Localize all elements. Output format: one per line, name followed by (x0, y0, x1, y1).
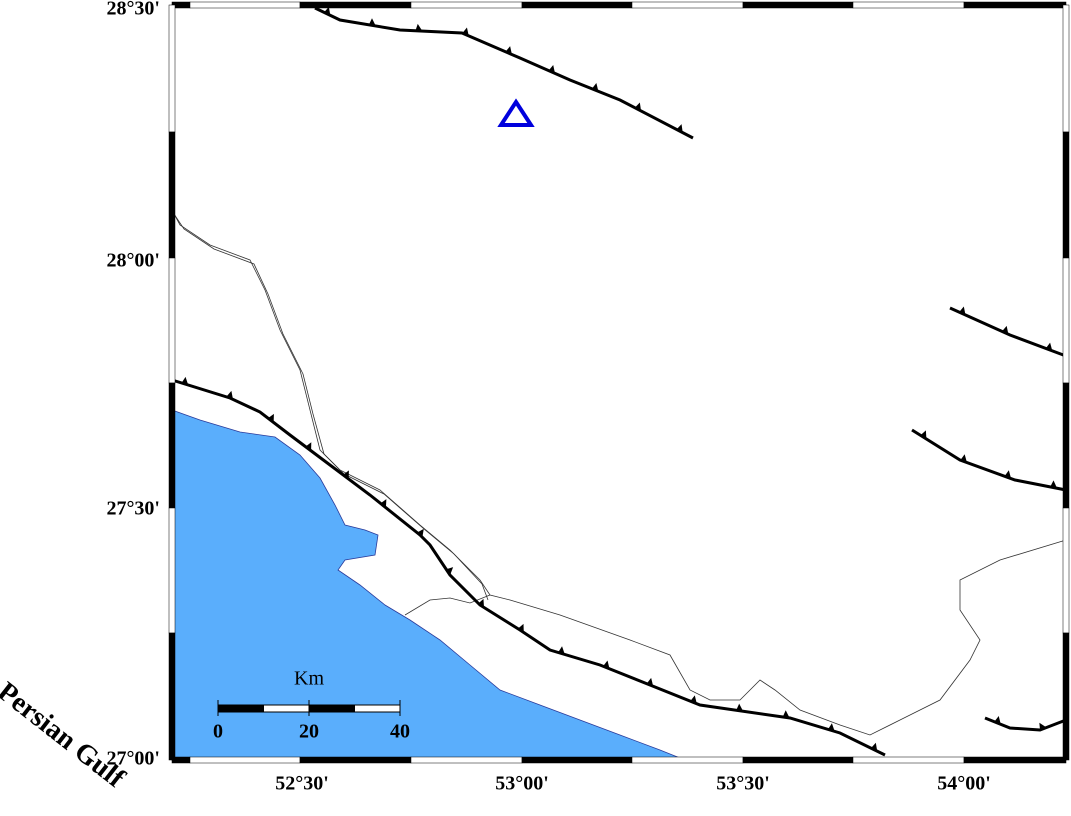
fault-tooth (478, 598, 484, 608)
fault-tooth (417, 528, 424, 538)
border-segment (168, 4, 176, 133)
fault-tooth (548, 64, 555, 74)
lat-label: 28°00' (106, 250, 160, 272)
scale-bar: Km 0 20 40 (213, 668, 410, 743)
fault-tooth (305, 442, 312, 451)
frame-border (168, 1, 1070, 764)
fault-tooth (226, 390, 233, 400)
border-segment (963, 1, 1067, 9)
fault-tooth (1001, 325, 1009, 335)
border-segment (168, 507, 176, 634)
fault-tooth (446, 567, 454, 576)
border-segment (299, 1, 412, 9)
lat-label: 27°00' (106, 748, 160, 770)
fault-tooth (368, 18, 376, 26)
fault-tooth (1039, 722, 1047, 730)
border-segment (1062, 131, 1070, 259)
border-segment (631, 756, 744, 764)
fault-tooth (870, 742, 878, 752)
fault-tooth (603, 660, 610, 669)
fault-tooth (268, 413, 274, 423)
station-marker (497, 98, 535, 127)
fault-tooth (1050, 480, 1058, 489)
fault-tooth (646, 677, 654, 687)
border-segment (1062, 632, 1070, 761)
border-segment (168, 257, 176, 384)
border-segment (1062, 257, 1070, 384)
lon-label: 53°00' (495, 773, 549, 795)
scale-title: Km (294, 668, 324, 690)
scale-label: 20 (299, 721, 319, 743)
fault-tooth (415, 23, 423, 32)
lon-label: 53°30' (716, 773, 770, 795)
fault-tooth (782, 710, 790, 718)
border-segment (521, 756, 633, 764)
fault-tooth (505, 46, 512, 55)
fault-tooth (324, 6, 331, 16)
fault-tooth (1004, 470, 1012, 479)
border-segment (410, 1, 523, 9)
fault-line (911, 428, 1067, 492)
lat-label: 27°30' (106, 498, 160, 520)
fault-tooth (462, 27, 469, 36)
border-segment (168, 382, 176, 509)
lat-label: 28°30' (106, 0, 160, 20)
fault-tooth (380, 499, 387, 508)
border-segment (189, 1, 301, 9)
border-segment (852, 1, 965, 9)
border-segment (1062, 4, 1070, 133)
fault-tooth (181, 376, 189, 386)
border-segment (521, 1, 633, 9)
border-segment (299, 756, 412, 764)
fault-line (171, 378, 886, 757)
fault-line (314, 6, 694, 140)
border-segment (963, 756, 1067, 764)
scale-label: 40 (390, 721, 410, 743)
fault-tooth (591, 83, 599, 92)
fault-tooth (343, 470, 349, 480)
fault-tooth (960, 454, 967, 463)
fault-tooth (558, 646, 565, 655)
border-segment (852, 756, 965, 764)
coastline (171, 209, 1067, 736)
lon-label: 54°00' (937, 773, 991, 795)
water (171, 409, 686, 761)
scale-segment (309, 705, 355, 712)
fault-tooth (517, 623, 524, 633)
border-segment (631, 1, 744, 9)
water-label: Persian Gulf (0, 676, 131, 794)
coastline (404, 594, 491, 616)
border-segment (189, 756, 301, 764)
fault-tooth (920, 430, 927, 440)
border-segment (742, 756, 854, 764)
fault-tooth (827, 723, 835, 732)
scale-label: 0 (213, 721, 223, 743)
border-segment (1062, 507, 1070, 634)
fault-tooth (736, 703, 744, 712)
scale-segment (218, 705, 264, 712)
fault-tooth (676, 124, 683, 133)
fault-tooth (634, 102, 642, 111)
border-segment (168, 632, 176, 761)
border-segment (410, 756, 523, 764)
fault-tooth (1045, 342, 1053, 351)
border-segment (742, 1, 854, 9)
fault-tooth (994, 715, 1001, 725)
coastline (173, 213, 489, 601)
faults (171, 6, 1067, 757)
border-segment (1062, 382, 1070, 509)
border-segment (168, 131, 176, 259)
fault-tooth (959, 306, 966, 315)
fault-tooth (690, 695, 697, 704)
lon-label: 52°30' (275, 773, 329, 795)
